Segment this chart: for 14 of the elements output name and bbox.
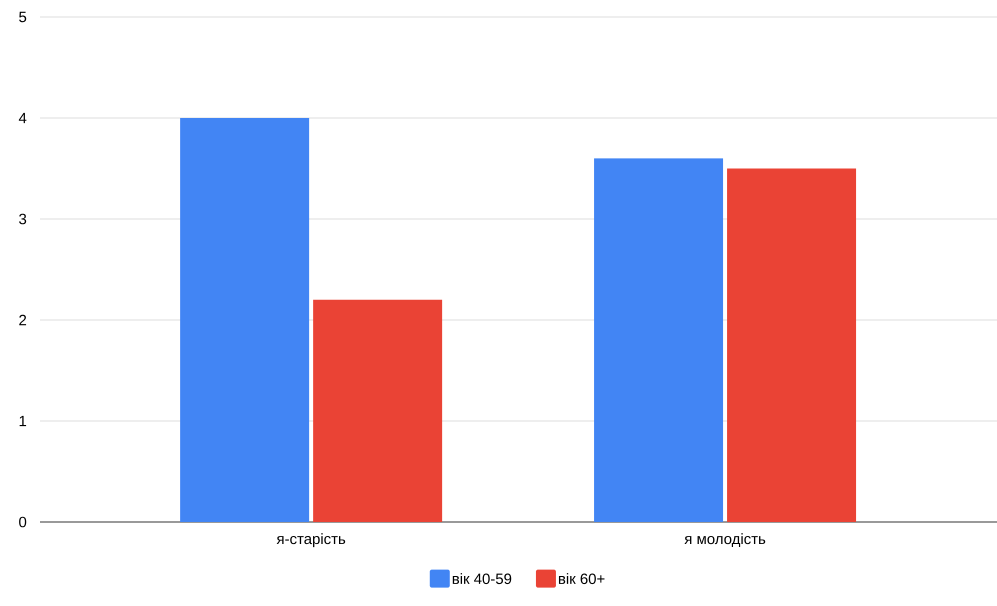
bar [594, 158, 724, 522]
bar [727, 168, 856, 522]
y-tick-label: 0 [19, 516, 26, 528]
bar [313, 300, 442, 522]
x-tick-label: я-старість [276, 533, 346, 548]
legend-label: вік 60+ [558, 573, 604, 584]
y-tick-label: 5 [19, 12, 26, 22]
y-tick-label: 1 [20, 416, 26, 426]
x-tick-label: я молодість [684, 533, 766, 547]
bar [180, 118, 310, 522]
y-tick-label: 3 [19, 214, 26, 224]
y-tick-label: 2 [19, 314, 26, 326]
y-tick-label: 4 [18, 112, 26, 124]
legend-label: вік 40-59 [452, 573, 512, 584]
